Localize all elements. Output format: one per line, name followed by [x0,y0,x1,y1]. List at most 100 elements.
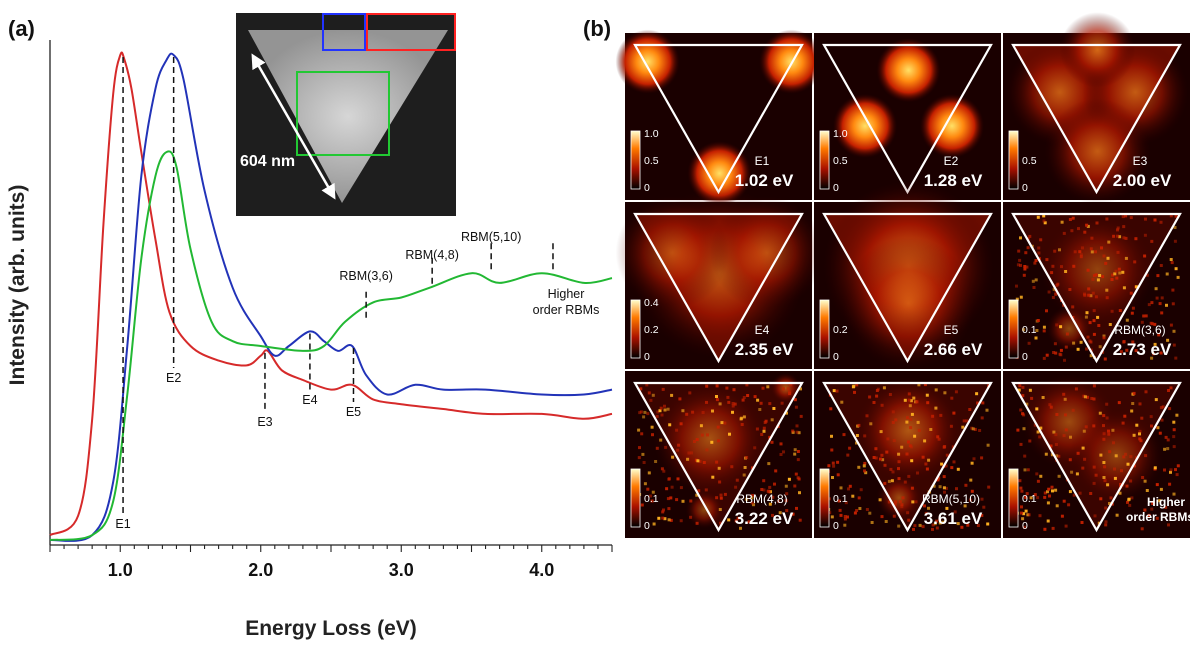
map-speckle [1015,214,1180,362]
map-colorbar-label: 0 [644,182,650,194]
map-colorbar [1008,299,1019,359]
map-hotspot [842,237,975,370]
map-speckle [827,383,991,531]
map-colorbar-label: 0 [833,520,839,532]
map-label: E3 [1133,154,1148,168]
higher-order-label-line2: order RBMs [533,303,600,317]
map-colorbar [819,299,830,359]
map-energy: 1.02 eV [735,171,794,190]
map-energy: 2.66 eV [924,340,983,359]
map-colorbar-label: 0 [644,351,650,363]
inset-image: 604 nm [236,13,456,216]
map-colorbar [1008,468,1019,528]
map-colorbar [630,130,641,190]
series-blue-line [49,52,613,542]
map-cell: 0.1 0 RBM(5,10) 3.61 eV [814,371,1001,538]
map-triangle-outline [822,43,993,195]
peak-label-e1: E1 [115,517,130,531]
x-tick-label: 2.0 [248,560,273,580]
x-ticks: 1.0 2.0 3.0 4.0 [49,545,613,580]
rbm-markers [365,243,554,318]
map-hotspot [615,196,729,310]
map-cell: 0.4 0.2 0 E4 2.35 eV [615,187,824,369]
map-hotspot [687,141,752,206]
map-colorbar-label: 0.2 [833,324,848,336]
map-colorbar-label: 0 [644,520,650,532]
map-colorbar-label: 0 [833,351,839,363]
x-tick-label: 1.0 [108,560,133,580]
panel-a-label: (a) [8,16,35,41]
series-green-line [49,150,613,541]
rbm-label-4-8: RBM(4,8) [405,248,458,262]
higher-order-label-line1: Higher [548,287,585,301]
map-triangle-outline [1011,43,1182,195]
map-cell: 0.1 0 RBM(3,6) 2.73 eV [1003,202,1190,369]
y-axis-title: Intensity (arb. units) [6,185,29,386]
map-hotspot [1044,98,1151,205]
map-hotspot [832,93,898,159]
peak-label-e4: E4 [302,393,317,407]
map-cell: 0.1 0 RBM(4,8) 3.22 eV [625,371,812,538]
map-colorbar-label: 0.1 [1022,324,1037,336]
map-colorbar-label: 0.5 [1022,155,1037,167]
map-hotspot [876,38,941,103]
map-colorbar-label: 0 [1022,182,1028,194]
map-energy: 1.28 eV [924,171,983,190]
map-hotspot [1059,12,1136,88]
map-colorbar-label: 0 [1022,520,1028,532]
peak-markers [122,57,355,514]
map-energy: 3.22 eV [735,509,794,528]
map-colorbar-label: 1.0 [833,128,848,140]
map-hotspot [876,475,922,521]
map-colorbar [630,468,641,528]
map-energy: 2.35 eV [735,340,794,359]
x-tick-label: 3.0 [389,560,414,580]
peak-label-e5: E5 [346,405,361,419]
map-triangle-outline [822,212,993,364]
map-label: Higher [1147,495,1185,509]
map-label: E2 [944,154,959,168]
series-group [49,51,613,542]
map-label: E1 [755,154,770,168]
map-label: RBM(3,6) [1114,323,1165,337]
map-label-line2: order RBMs [1126,510,1194,524]
map-colorbar-label: 0.4 [644,297,659,309]
map-colorbar-label: 0.5 [833,155,848,167]
maps-grid: 1.0 0.5 0 E1 1.02 eV 1.0 0.5 0 E2 1.28 eV 0.5 0 E3 2.… [615,12,1194,538]
map-speckle [1016,384,1180,531]
panel-b-label: (b) [583,16,611,41]
map-hotspot [1046,306,1092,352]
map-triangle-outline [822,381,993,533]
map-hotspot [685,490,724,529]
peak-label-e2: E2 [166,371,181,385]
map-colorbar [630,299,641,359]
map-colorbar-label: 0.1 [644,493,659,505]
map-colorbar [1008,130,1019,190]
map-colorbar-label: 0.1 [833,493,848,505]
inset-box-red [366,13,456,51]
peak-label-e3: E3 [257,415,272,429]
map-hotspot [615,29,680,94]
rbm-label-5-10: RBM(5,10) [461,230,521,244]
map-cell: 1.0 0.5 0 E1 1.02 eV [615,29,824,206]
map-triangle-outline [1011,212,1182,364]
inset-scale-label: 604 nm [240,153,295,170]
map-colorbar-label: 0.1 [1022,493,1037,505]
rbm-label-3-6: RBM(3,6) [339,269,392,283]
map-colorbar-label: 1.0 [644,128,659,140]
inset-box-blue [322,13,366,51]
map-cell: 1.0 0.5 0 E2 1.28 eV [814,33,1001,200]
x-axis-title: Energy Loss (eV) [245,617,417,640]
map-label: E4 [755,323,770,337]
map-hotspot [1040,212,1155,327]
map-energy: 2.73 eV [1113,340,1172,359]
x-tick-label: 4.0 [529,560,554,580]
map-triangle-outline [1011,381,1182,533]
inset-scale-arrow [251,53,336,200]
map-hotspot [919,93,985,159]
map-energy: 3.61 eV [924,509,983,528]
series-red-line [49,51,613,537]
map-label: RBM(5,10) [922,492,980,506]
map-label: E5 [944,323,959,337]
